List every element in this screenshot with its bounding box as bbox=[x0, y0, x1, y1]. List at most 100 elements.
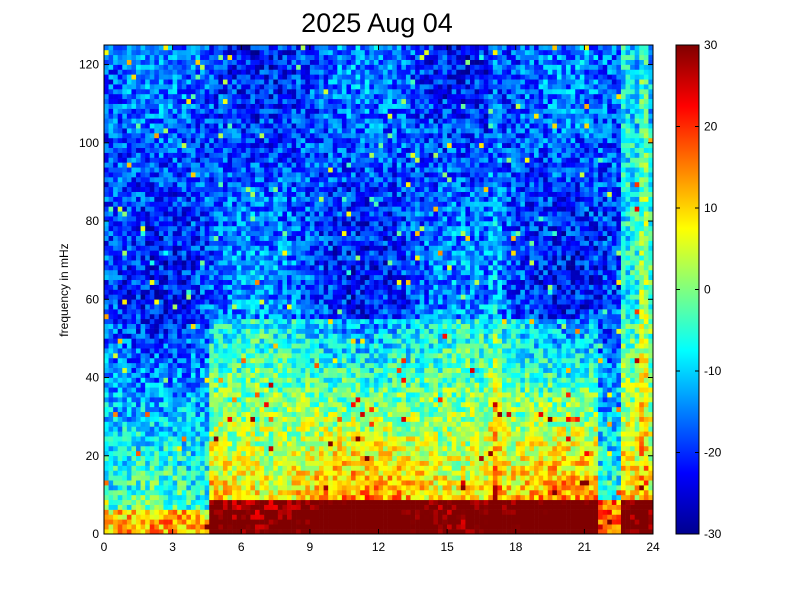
heatmap-cell bbox=[204, 529, 210, 535]
heatmap-cell bbox=[323, 216, 329, 222]
heatmap-cell bbox=[181, 74, 187, 80]
heatmap-cell bbox=[108, 133, 114, 139]
heatmap-cell bbox=[145, 529, 151, 535]
heatmap-cell bbox=[264, 123, 269, 129]
heatmap-cell bbox=[259, 69, 265, 75]
heatmap-cell bbox=[172, 485, 178, 491]
heatmap-cell bbox=[291, 289, 297, 295]
heatmap-cell bbox=[309, 367, 315, 373]
heatmap-cell bbox=[323, 485, 329, 491]
heatmap-cell bbox=[136, 113, 141, 119]
heatmap-cell bbox=[140, 333, 146, 339]
heatmap-cell bbox=[282, 211, 288, 217]
heatmap-cell bbox=[149, 519, 155, 525]
heatmap-cell bbox=[190, 172, 196, 178]
heatmap-cell bbox=[126, 450, 132, 457]
heatmap-cell bbox=[149, 235, 155, 241]
heatmap-cell bbox=[245, 455, 251, 461]
heatmap-cell bbox=[113, 318, 119, 325]
heatmap-cell bbox=[236, 240, 242, 246]
heatmap-cell bbox=[218, 230, 224, 237]
heatmap-cell bbox=[186, 269, 192, 276]
heatmap-cell bbox=[168, 181, 173, 188]
heatmap-cell bbox=[222, 431, 228, 437]
heatmap-cell bbox=[222, 406, 228, 413]
heatmap-cell bbox=[163, 387, 169, 393]
heatmap-cell bbox=[186, 529, 192, 535]
heatmap-cell bbox=[314, 489, 320, 496]
heatmap-cell bbox=[154, 196, 160, 202]
heatmap-cell bbox=[287, 470, 292, 476]
heatmap-cell bbox=[319, 113, 324, 119]
heatmap-cell bbox=[245, 294, 251, 300]
heatmap-cell bbox=[250, 441, 256, 447]
heatmap-cell bbox=[291, 196, 297, 202]
heatmap-cell bbox=[104, 279, 109, 285]
heatmap-cell bbox=[122, 382, 128, 388]
heatmap-cell bbox=[222, 54, 228, 60]
heatmap-cell bbox=[213, 133, 219, 139]
heatmap-cell bbox=[250, 289, 256, 295]
heatmap-cell bbox=[113, 177, 119, 183]
heatmap-cell bbox=[268, 441, 274, 447]
heatmap-cell bbox=[273, 465, 279, 471]
heatmap-cell bbox=[241, 489, 247, 496]
heatmap-cell bbox=[232, 255, 237, 261]
heatmap-cell bbox=[264, 211, 269, 217]
heatmap-cell bbox=[309, 436, 315, 442]
heatmap-cell bbox=[172, 318, 178, 325]
heatmap-cell bbox=[145, 411, 151, 417]
heatmap-cell bbox=[200, 255, 205, 261]
heatmap-cell bbox=[259, 201, 265, 207]
heatmap-cell bbox=[296, 455, 302, 461]
heatmap-cell bbox=[181, 49, 187, 56]
heatmap-cell bbox=[241, 524, 247, 530]
heatmap-cell bbox=[104, 177, 109, 183]
heatmap-cell bbox=[287, 411, 292, 417]
heatmap-cell bbox=[236, 357, 242, 364]
heatmap-cell bbox=[291, 128, 297, 134]
heatmap-cell bbox=[140, 313, 146, 320]
heatmap-cell bbox=[277, 167, 283, 173]
heatmap-cell bbox=[245, 84, 251, 90]
heatmap-cell bbox=[296, 504, 302, 510]
heatmap-cell bbox=[241, 250, 247, 256]
heatmap-cell bbox=[154, 519, 160, 525]
heatmap-cell bbox=[190, 304, 196, 310]
heatmap-cell bbox=[296, 211, 302, 217]
heatmap-cell bbox=[177, 152, 183, 158]
heatmap-cell bbox=[136, 172, 141, 178]
heatmap-cell bbox=[200, 436, 205, 442]
heatmap-cell bbox=[168, 357, 173, 364]
heatmap-cell bbox=[158, 230, 164, 237]
heatmap-cell bbox=[300, 250, 306, 256]
heatmap-cell bbox=[232, 177, 237, 183]
heatmap-cell bbox=[241, 401, 247, 408]
heatmap-cell bbox=[149, 59, 155, 65]
heatmap-cell bbox=[195, 343, 201, 349]
heatmap-cell bbox=[177, 49, 183, 56]
heatmap-cell bbox=[154, 318, 160, 325]
heatmap-cell bbox=[213, 45, 219, 51]
heatmap-cell bbox=[232, 54, 237, 60]
heatmap-cell bbox=[104, 108, 109, 114]
heatmap-cell bbox=[195, 309, 201, 315]
heatmap-cell bbox=[158, 348, 164, 354]
heatmap-cell bbox=[236, 235, 242, 241]
heatmap-cell bbox=[172, 137, 178, 144]
heatmap-cell bbox=[254, 289, 260, 295]
heatmap-cell bbox=[300, 255, 306, 261]
heatmap-cell bbox=[163, 206, 169, 212]
heatmap-cell bbox=[126, 98, 132, 104]
heatmap-cell bbox=[126, 255, 132, 261]
heatmap-cell bbox=[328, 421, 334, 427]
heatmap-cell bbox=[200, 445, 205, 452]
heatmap-cell bbox=[136, 514, 141, 520]
heatmap-cell bbox=[104, 274, 109, 281]
heatmap-cell bbox=[131, 313, 137, 320]
heatmap-cell bbox=[323, 455, 329, 461]
heatmap-cell bbox=[186, 123, 192, 129]
heatmap-cell bbox=[204, 211, 210, 217]
heatmap-cell bbox=[296, 162, 302, 168]
heatmap-cell bbox=[145, 480, 151, 486]
